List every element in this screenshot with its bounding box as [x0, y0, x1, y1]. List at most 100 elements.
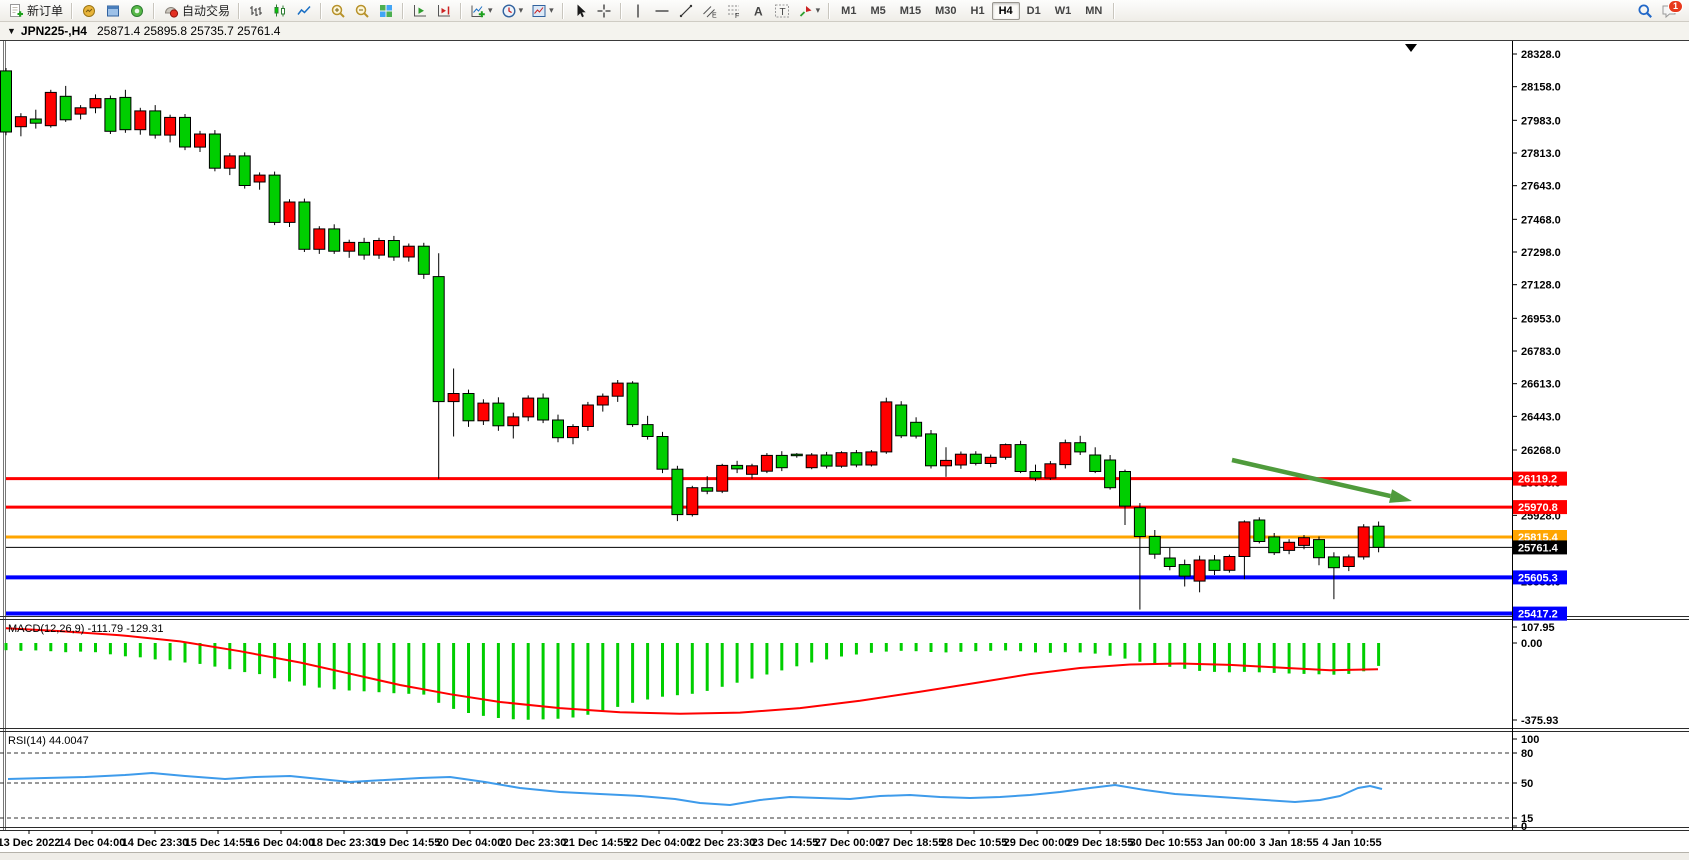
zoom-out-icon [354, 3, 370, 19]
navigator-button[interactable] [125, 0, 149, 22]
svg-text:27983.0: 27983.0 [1521, 115, 1561, 127]
svg-text:18 Dec 23:30: 18 Dec 23:30 [311, 837, 378, 849]
chartshift-icon [436, 3, 452, 19]
autotrading-button[interactable]: 自动交易 [159, 0, 234, 22]
svg-text:80: 80 [1521, 748, 1533, 760]
toolbar-group [77, 0, 149, 22]
zoom-out-button[interactable] [350, 0, 374, 22]
crosshair-button[interactable] [592, 0, 616, 22]
autoscroll-icon [412, 3, 428, 19]
fibonacci-button[interactable]: F [722, 0, 746, 22]
timeframe-m30[interactable]: M30 [935, 4, 957, 17]
chart-ohlc-values: 25871.4 25895.8 25735.7 25761.4 [96, 24, 281, 38]
toolbar-right-group: 1 [1633, 0, 1683, 22]
zoom-in-icon [330, 3, 346, 19]
candles-icon [272, 3, 288, 19]
new-order-button[interactable]: 新订单 [4, 0, 67, 22]
svg-text:22 Dec 04:00: 22 Dec 04:00 [626, 837, 693, 849]
chevron-down-icon[interactable]: ▾ [518, 5, 524, 15]
equidistant-channel-button[interactable]: E [698, 0, 722, 22]
templates-button[interactable]: ▾ [527, 0, 558, 22]
line-chart-button[interactable] [292, 0, 316, 22]
svg-text:30 Dec 10:55: 30 Dec 10:55 [1130, 837, 1197, 849]
svg-text:27298.0: 27298.0 [1521, 247, 1561, 259]
svg-text:T: T [779, 7, 785, 18]
vertical-line-button[interactable] [626, 0, 650, 22]
cursor-icon [572, 3, 588, 19]
timeframe-m15[interactable]: M15 [899, 4, 922, 17]
svg-text:23 Dec 14:55: 23 Dec 14:55 [752, 837, 819, 849]
label-button[interactable]: T [770, 0, 794, 22]
periods-button[interactable]: ▾ [497, 0, 528, 22]
toolbar-group [244, 0, 316, 22]
candlestick-chart-button[interactable] [268, 0, 292, 22]
chat-button[interactable]: 1 [1657, 0, 1683, 22]
chevron-down-icon[interactable]: ▾ [815, 5, 821, 15]
bars-icon [248, 3, 264, 19]
channel-icon: E [702, 3, 718, 19]
crosshair-icon [596, 3, 612, 19]
market-watch-icon [81, 3, 97, 19]
svg-text:4 Jan 10:55: 4 Jan 10:55 [1322, 837, 1381, 849]
timeframe-m1[interactable]: M1 [841, 4, 857, 17]
trendline-button[interactable] [674, 0, 698, 22]
chart-shift-marker[interactable] [1405, 44, 1417, 52]
timeframe-h4[interactable]: H4 [991, 1, 1020, 20]
notification-badge: 1 [1667, 0, 1683, 13]
toolbar-group [408, 0, 456, 22]
auto-scroll-button[interactable] [408, 0, 432, 22]
toolbar-group: 自动交易 [159, 0, 234, 22]
chart-shift-button[interactable] [432, 0, 456, 22]
svg-text:26783.0: 26783.0 [1521, 346, 1561, 358]
toolbar-separator [828, 2, 831, 19]
candlestick-series [0, 68, 1385, 610]
svg-text:0: 0 [1521, 821, 1527, 833]
toolbar-separator [619, 2, 622, 19]
trend-arrow[interactable] [1231, 457, 1412, 503]
svg-text:29 Dec 00:00: 29 Dec 00:00 [1004, 837, 1071, 849]
chart-symbol-timeframe: JPN225-,H4 [20, 24, 87, 38]
textA-icon: A [750, 3, 766, 19]
text-button[interactable]: A [746, 0, 770, 22]
cursor-button[interactable] [568, 0, 592, 22]
arrows-button[interactable]: ▾ [794, 0, 825, 22]
zoom-in-button[interactable] [326, 0, 350, 22]
labelT-icon: T [774, 3, 790, 19]
svg-text:107.95: 107.95 [1521, 622, 1555, 634]
timeframe-mn[interactable]: MN [1085, 4, 1103, 17]
chevron-down-icon[interactable]: ▾ [488, 5, 493, 15]
timeframe-d1[interactable]: D1 [1026, 4, 1041, 17]
chevron-down-icon[interactable]: ▾ [549, 5, 554, 15]
toolbar-group: E F A T ▾ [626, 0, 825, 22]
svg-text:27 Dec 00:00: 27 Dec 00:00 [815, 837, 882, 849]
symbol-dropdown-icon[interactable]: ▼ [7, 26, 16, 36]
trendline-icon [678, 3, 694, 19]
timeframe-h1[interactable]: H1 [970, 4, 985, 17]
new-chart-icon [470, 3, 486, 19]
toolbar-group: 新订单 [4, 0, 67, 22]
toolbar-separator [561, 2, 564, 19]
bar-chart-button[interactable] [244, 0, 268, 22]
data-window-button[interactable] [101, 0, 125, 22]
svg-text:21 Dec 14:55: 21 Dec 14:55 [563, 837, 630, 849]
timeframe-m5[interactable]: M5 [870, 4, 886, 17]
svg-text:A: A [754, 4, 763, 18]
svg-text:27813.0: 27813.0 [1521, 148, 1561, 160]
market-watch-button[interactable] [77, 0, 101, 22]
toolbar-separator [402, 2, 405, 19]
tile-windows-button[interactable] [374, 0, 398, 22]
autotrading-button-label: 自动交易 [182, 4, 231, 18]
data-window-icon [105, 3, 121, 19]
timeframe-w1[interactable]: W1 [1054, 4, 1072, 17]
indicators-button[interactable]: ▾ [466, 0, 497, 22]
toolbar: 新订单 自动交易 ▾ ▾ ▾ E F A T ▾ M1 M5 M15 M30 H1 H4 D1 W1 MN 1 [0, 0, 1689, 22]
toolbar-separator [153, 2, 156, 19]
horizontal-level-lines[interactable] [6, 477, 1512, 616]
search-button[interactable] [1633, 0, 1657, 22]
horizontal-line-button[interactable] [650, 0, 674, 22]
tile-icon [378, 3, 394, 19]
new-order-button-label: 新订单 [27, 4, 64, 18]
svg-text:50: 50 [1521, 778, 1533, 790]
